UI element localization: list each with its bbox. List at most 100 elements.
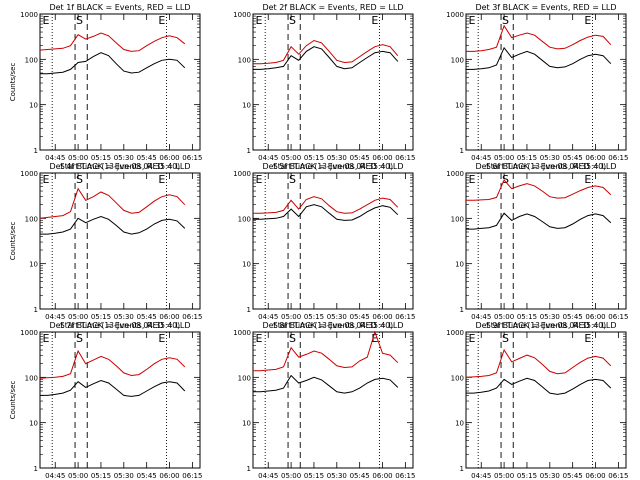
panel-title: Det 2f BLACK = Events, RED = LLD [262, 3, 403, 12]
y-tick-label: 1000 [20, 329, 38, 337]
x-tick-label: 05:00 [68, 154, 88, 162]
series-lld [466, 179, 612, 201]
x-tick-label: 05:30 [540, 472, 560, 480]
series-events [253, 374, 399, 394]
x-tick-label: 06:00 [372, 154, 392, 162]
y-tick-label: 1 [460, 306, 464, 314]
panel-det-8f: Det 8f BLACK = Events, RED = LLD 1 10 100 10… [233, 321, 415, 480]
x-tick-label: 05:15 [304, 472, 324, 480]
panel-det-5f: Det 5f BLACK = Events, RED = LLD 1 10 100 10… [233, 162, 415, 330]
x-tick-label: 06:15 [608, 472, 628, 480]
y-tick-label: 100 [25, 56, 38, 64]
panel-det-2f: Det 2f BLACK = Events, RED = LLD 1 10 100 10… [233, 3, 415, 171]
plot-frame [252, 172, 414, 310]
x-tick-label: 05:30 [327, 313, 347, 321]
series-events [40, 52, 186, 75]
y-tick-label: 100 [451, 215, 464, 223]
x-tick-label: 06:15 [182, 472, 202, 480]
y-tick-label: 100 [238, 56, 251, 64]
y-tick-label: 1 [34, 147, 38, 155]
y-tick-label: 10 [242, 420, 251, 428]
x-tick-label: 06:15 [395, 313, 415, 321]
y-axis-label: Counts/sec [9, 222, 17, 261]
x-tick-label: 06:00 [585, 313, 605, 321]
interval-marker-S: S [289, 173, 296, 186]
panel-title: Det 9f BLACK = Events, RED = LLD [475, 321, 616, 330]
x-tick-label: 06:15 [608, 154, 628, 162]
interval-marker-S: S [502, 14, 509, 27]
panel-det-6f: Det 6f BLACK = Events, RED = LLD 1 10 100 10… [446, 162, 628, 330]
x-tick-label: 05:45 [563, 472, 583, 480]
series-lld [466, 24, 612, 52]
x-tick-label: 06:00 [372, 313, 392, 321]
plot-frame [252, 331, 414, 469]
interval-marker-E: E [584, 332, 591, 345]
panel-title: Det 8f BLACK = Events, RED = LLD [262, 321, 403, 330]
panel-title: Det 5f BLACK = Events, RED = LLD [262, 162, 403, 171]
y-tick-label: 1000 [446, 329, 464, 337]
x-tick-label: 05:45 [350, 154, 370, 162]
interval-marker-S: S [289, 332, 296, 345]
x-tick-label: 05:45 [137, 472, 157, 480]
panel-det-4f: Det 4f BLACK = Events, RED = LLD 1 10 100 10… [9, 162, 202, 330]
y-tick-label: 1 [460, 147, 464, 155]
x-tick-label: 06:15 [182, 313, 202, 321]
x-tick-label: 05:00 [68, 472, 88, 480]
plot-frame [252, 13, 414, 151]
plot-frame [39, 13, 201, 151]
x-tick-label: 05:45 [563, 313, 583, 321]
series-lld [39, 187, 186, 219]
x-tick-label: 05:00 [281, 472, 301, 480]
interval-marker-E: E [469, 332, 476, 345]
x-tick-label: 06:00 [372, 472, 392, 480]
interval-marker-S: S [76, 14, 83, 27]
panel-title: Det 4f BLACK = Events, RED = LLD [49, 162, 190, 171]
interval-marker-E: E [256, 14, 263, 27]
interval-marker-S: S [76, 332, 83, 345]
interval-marker-E: E [158, 173, 165, 186]
x-tick-label: 04:45 [258, 313, 278, 321]
x-tick-label: 05:15 [517, 313, 537, 321]
y-tick-label: 1000 [233, 170, 251, 178]
series-lld [253, 196, 399, 214]
x-tick-label: 05:30 [114, 472, 134, 480]
interval-marker-E: E [43, 332, 50, 345]
x-tick-label: 04:45 [471, 472, 491, 480]
y-tick-label: 1 [247, 465, 251, 473]
y-tick-label: 100 [238, 374, 251, 382]
interval-marker-E: E [371, 14, 378, 27]
plot-frame [39, 172, 201, 310]
y-tick-label: 10 [29, 102, 38, 110]
y-tick-label: 10 [29, 420, 38, 428]
y-tick-label: 100 [25, 215, 38, 223]
series-lld [253, 39, 399, 65]
y-tick-label: 1000 [20, 11, 38, 19]
x-tick-label: 04:45 [258, 472, 278, 480]
interval-marker-E: E [584, 173, 591, 186]
x-tick-label: 05:15 [91, 313, 111, 321]
x-tick-label: 04:45 [45, 472, 65, 480]
y-tick-label: 10 [455, 102, 464, 110]
interval-marker-S: S [289, 14, 296, 27]
series-events [466, 46, 612, 70]
panel-title: Det 7f BLACK = Events, RED = LLD [49, 321, 190, 330]
plot-frame [465, 331, 627, 469]
x-tick-label: 04:45 [45, 313, 65, 321]
x-tick-label: 05:30 [540, 313, 560, 321]
series-lld [465, 348, 612, 378]
interval-marker-E: E [158, 14, 165, 27]
x-tick-label: 05:15 [91, 472, 111, 480]
x-tick-label: 06:00 [159, 472, 179, 480]
plot-frame [465, 13, 627, 151]
panel-title: Det 6f BLACK = Events, RED = LLD [475, 162, 616, 171]
y-tick-label: 1 [247, 147, 251, 155]
x-tick-label: 05:00 [68, 313, 88, 321]
x-tick-label: 06:00 [159, 154, 179, 162]
x-tick-label: 05:15 [304, 154, 324, 162]
y-axis-label: Counts/sec [9, 63, 17, 102]
panel-det-1f: Det 1f BLACK = Events, RED = LLD 1 10 100 10… [9, 3, 202, 171]
y-tick-label: 10 [242, 102, 251, 110]
series-events [253, 46, 399, 70]
series-events [466, 377, 612, 395]
